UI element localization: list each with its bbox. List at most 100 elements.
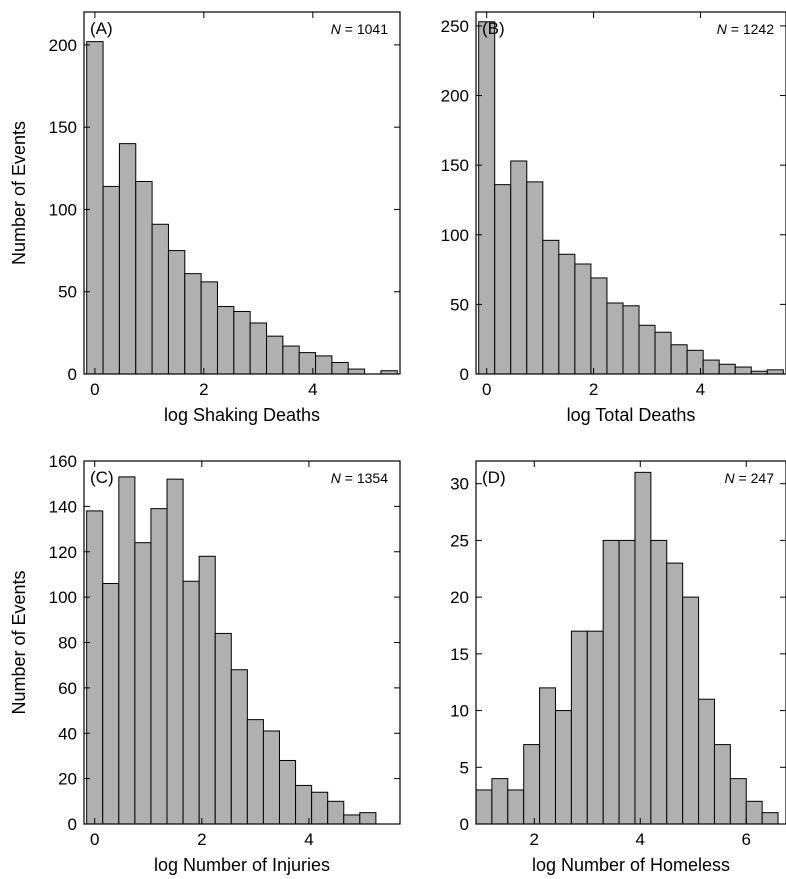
histogram-bar	[233, 310, 251, 375]
histogram-bar	[634, 471, 652, 825]
histogram-bar	[246, 719, 264, 825]
y-tick-label: 100	[441, 226, 469, 245]
histogram-bar	[766, 369, 784, 375]
histogram-bar	[494, 184, 512, 375]
y-tick-label: 0	[460, 365, 469, 384]
sample-size-symbol: N	[331, 470, 342, 486]
histogram-bar	[118, 143, 137, 375]
y-tick-label: 250	[441, 17, 469, 36]
histogram-bar	[266, 335, 284, 375]
histogram-bar	[554, 710, 572, 825]
x-tick-label: 0	[90, 830, 99, 849]
histogram-bar	[570, 630, 588, 825]
y-tick-label: 0	[460, 815, 469, 834]
histogram-bar	[491, 778, 509, 825]
histogram-bar	[86, 41, 104, 375]
panel-b: 0 2 4 0 50 100 150 200 250 (B) N = 1242 log Total D…	[441, 11, 786, 425]
histogram-bar	[278, 759, 297, 825]
sample-size-value: = 1242	[727, 21, 774, 37]
histogram-bar	[622, 305, 640, 375]
plot-frame	[475, 460, 786, 825]
x-tick-label: 4	[636, 830, 645, 849]
panel-label: (C)	[90, 468, 114, 487]
histogram-bar	[698, 698, 715, 825]
y-tick-label: 160	[49, 452, 77, 471]
x-tick-label: 4	[696, 380, 705, 399]
sample-size-symbol: N	[717, 21, 728, 37]
y-axis-label: Number of Events	[9, 121, 29, 265]
x-axis-label: log Total Deaths	[567, 405, 696, 425]
y-tick-label: 30	[450, 475, 469, 494]
y-axis-label: Number of Events	[9, 570, 29, 714]
y-tick-label: 0	[68, 365, 77, 384]
histogram-bar	[558, 253, 576, 375]
histogram-bar	[182, 580, 200, 825]
y-tick-label: 80	[58, 634, 77, 653]
y-tick-label: 20	[450, 588, 469, 607]
histogram-bar	[745, 800, 763, 825]
x-tick-label: 0	[482, 380, 491, 399]
histogram-bar	[606, 302, 624, 375]
histogram-bar	[602, 539, 620, 825]
histogram-bar	[539, 687, 556, 825]
histogram-bar	[135, 180, 153, 375]
histogram-bar	[118, 476, 136, 825]
histogram-bar	[86, 510, 104, 825]
y-tick-label: 0	[68, 815, 77, 834]
histogram-bar	[331, 361, 349, 375]
x-tick-label: 2	[530, 830, 539, 849]
sample-size-label: N = 1354	[331, 470, 388, 486]
histogram-bar	[359, 812, 377, 825]
histogram-bar	[249, 322, 268, 375]
panel-label: (B)	[482, 19, 505, 38]
histogram-bar	[475, 789, 493, 825]
histogram-bar	[718, 363, 736, 375]
histogram-bar	[523, 744, 541, 825]
histogram-bar	[542, 239, 560, 375]
histogram-bar	[315, 355, 333, 375]
histogram-bar	[666, 562, 684, 825]
histogram-bar	[586, 630, 604, 825]
histogram-bar	[311, 791, 329, 825]
sample-size-symbol: N	[331, 21, 342, 37]
sample-size-label: N = 1242	[717, 21, 774, 37]
histogram-bar	[761, 812, 779, 825]
histogram-bar	[510, 160, 528, 375]
histogram-bar	[590, 277, 608, 375]
histogram-bar	[574, 263, 592, 375]
histogram-bar	[167, 250, 186, 375]
histogram-bar	[654, 331, 672, 375]
histogram-bar	[102, 185, 120, 375]
histogram-bar	[134, 542, 152, 825]
y-tick-label: 60	[58, 679, 77, 698]
y-tick-label: 20	[58, 770, 77, 789]
histogram-bar	[343, 814, 361, 825]
sample-size-symbol: N	[725, 470, 736, 486]
histogram-bar	[702, 359, 720, 375]
sample-size-label: N = 1041	[331, 21, 388, 37]
histogram-bar	[650, 539, 668, 825]
histogram-bar	[166, 478, 184, 825]
histogram-bar	[507, 789, 525, 825]
histogram-bar	[214, 632, 232, 825]
x-tick-label: 0	[90, 380, 99, 399]
histogram-bar	[200, 281, 218, 375]
histogram-bar	[327, 800, 345, 825]
y-tick-label: 150	[441, 156, 469, 175]
x-axis-label: log Number of Homeless	[532, 855, 730, 875]
histogram-bar	[151, 223, 169, 375]
y-tick-label: 25	[450, 531, 469, 550]
x-tick-label: 2	[197, 830, 206, 849]
panel-label: (A)	[90, 19, 113, 38]
y-tick-label: 50	[450, 295, 469, 314]
x-axis-label: log Number of Injuries	[154, 855, 330, 875]
histogram-bar	[262, 730, 280, 825]
panel-d: 2 4 6 0 5 10 15 20 25 30 (D) N = 247 log Number of H…	[450, 460, 786, 875]
histogram-bar	[729, 778, 747, 825]
histogram-bar	[198, 555, 216, 825]
histogram-bar	[638, 324, 656, 375]
histogram-bar	[216, 306, 235, 375]
histogram-bar	[670, 344, 688, 375]
